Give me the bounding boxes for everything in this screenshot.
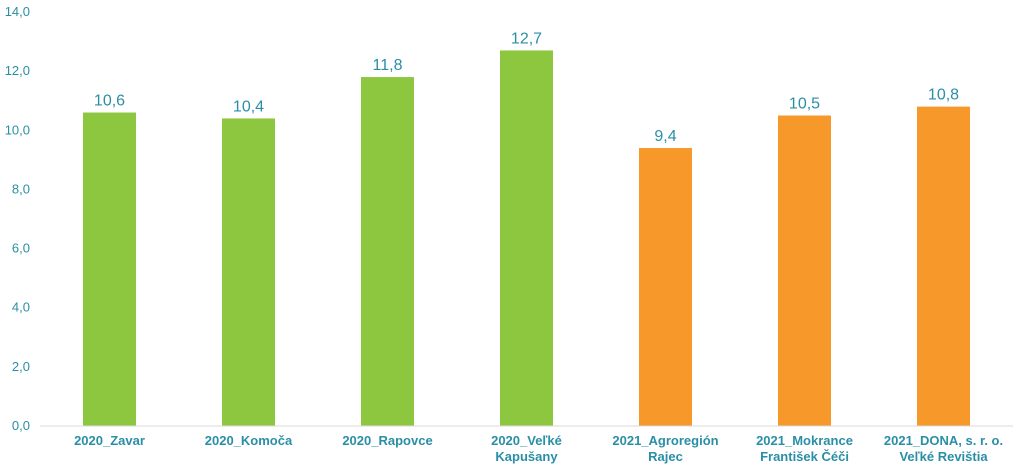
bar xyxy=(917,106,970,426)
category-label: 2021_DONA, s. r. o. Veľké Revištia xyxy=(884,433,1003,464)
bar xyxy=(361,77,414,427)
y-tick-label: 6,0 xyxy=(12,241,30,256)
value-labels: 10,6 10,4 11,8 12,7 9,4 10,5 10,8 xyxy=(94,30,959,145)
data-label: 10,8 xyxy=(928,87,959,104)
category-label: 2020_Komoča xyxy=(205,433,293,448)
data-label: 10,5 xyxy=(789,96,820,113)
y-tick-label: 12,0 xyxy=(5,63,30,78)
data-label: 12,7 xyxy=(511,30,542,47)
bar xyxy=(222,118,275,426)
y-tick-label: 4,0 xyxy=(12,300,30,315)
y-tick-label: 0,0 xyxy=(12,418,30,433)
y-tick-label: 8,0 xyxy=(12,181,30,196)
bar xyxy=(83,112,136,427)
category-label: 2020_Zavar xyxy=(74,433,145,448)
category-label: 2020_Veľké Kapušany xyxy=(491,433,562,464)
bar xyxy=(639,148,692,426)
data-label: 10,4 xyxy=(233,98,264,115)
x-axis: 2020_Zavar 2020_Komoča 2020_Rapovce 2020_Ve… xyxy=(40,425,1013,464)
bar xyxy=(778,115,831,426)
category-label: 2020_Rapovce xyxy=(342,433,432,448)
category-label: 2021_Mokrance František Čéči xyxy=(756,433,853,464)
data-label: 9,4 xyxy=(654,128,676,145)
y-axis: 0,0 2,0 4,0 6,0 8,0 10,0 12,0 14,0 xyxy=(5,4,30,433)
y-tick-label: 2,0 xyxy=(12,359,30,374)
data-label: 11,8 xyxy=(373,57,403,74)
y-tick-label: 10,0 xyxy=(5,122,30,137)
bars xyxy=(83,50,970,427)
y-tick-label: 14,0 xyxy=(5,4,30,19)
data-label: 10,6 xyxy=(94,93,125,110)
category-label: 2021_Agroregión Rajec xyxy=(612,433,718,464)
bar xyxy=(500,50,553,426)
